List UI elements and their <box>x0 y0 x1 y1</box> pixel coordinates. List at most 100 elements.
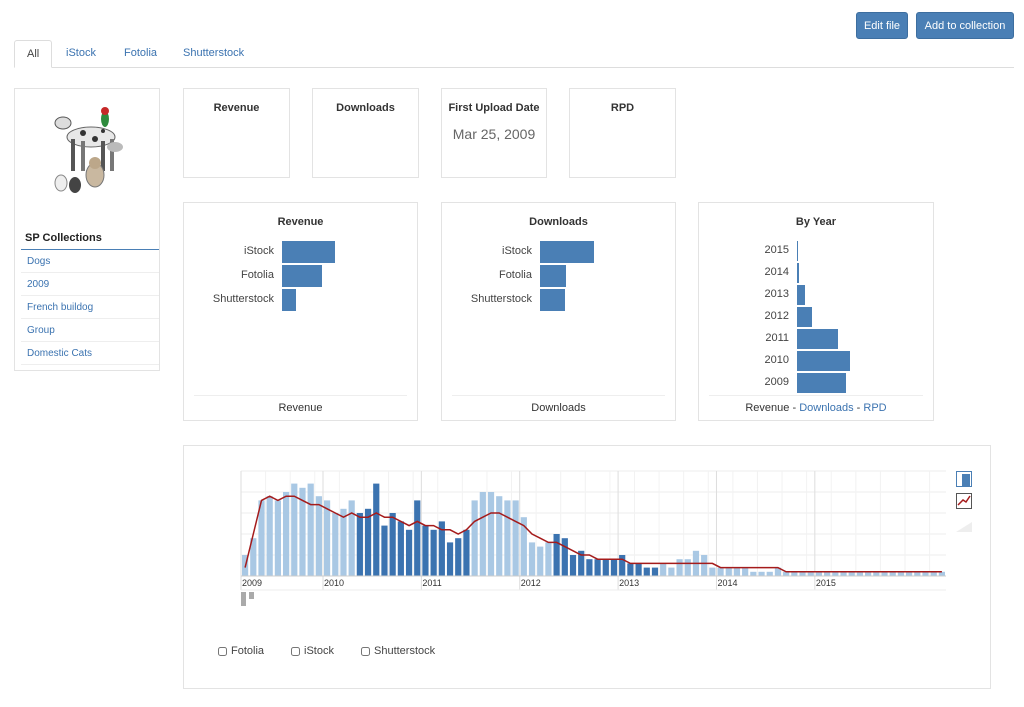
timeline-bar[interactable] <box>897 571 905 576</box>
timeline-bar[interactable] <box>569 555 577 576</box>
year-bar-2015[interactable] <box>797 241 798 261</box>
bar-chart-toggle-icon[interactable] <box>956 471 972 487</box>
timeline-bar[interactable] <box>701 555 708 576</box>
timeline-bar[interactable] <box>906 571 913 576</box>
tab-shutterstock[interactable]: Shutterstock <box>183 47 245 59</box>
timeline-bar[interactable] <box>258 500 265 576</box>
timeline-bar[interactable] <box>676 559 683 576</box>
year-bar-2011[interactable] <box>797 329 838 349</box>
timeline-bar[interactable] <box>537 546 544 576</box>
timeline-bar[interactable] <box>619 555 626 576</box>
timeline-bar[interactable] <box>783 571 790 576</box>
timeline-bar[interactable] <box>332 513 339 576</box>
timeline-bar[interactable] <box>438 521 445 576</box>
timeline-bar[interactable] <box>487 492 495 576</box>
timeline-bar[interactable] <box>479 492 486 576</box>
timeline-bar[interactable] <box>610 559 618 576</box>
timeline-bar[interactable] <box>717 567 724 576</box>
timeline-bar[interactable] <box>930 571 937 576</box>
timeline-bar[interactable] <box>266 496 273 576</box>
timeline-bar[interactable] <box>397 521 404 576</box>
filter-istock-checkbox[interactable]: iStock <box>291 645 334 657</box>
sidebar-item-dogs[interactable]: Dogs <box>21 250 159 273</box>
timeline-bar[interactable] <box>364 508 372 576</box>
timeline-bar[interactable] <box>742 567 749 576</box>
timeline-bar[interactable] <box>840 571 847 576</box>
timeline-bar[interactable] <box>405 529 413 576</box>
timeline-bar[interactable] <box>520 517 527 576</box>
downloads-bar-fotolia[interactable] <box>540 265 566 287</box>
timeline-bar[interactable] <box>635 563 642 576</box>
timeline-bar[interactable] <box>323 500 331 576</box>
timeline-bar[interactable] <box>914 571 921 576</box>
timeline-bar[interactable] <box>528 542 536 576</box>
timeline-bar[interactable] <box>725 567 732 576</box>
shutterstock-checkbox-input[interactable] <box>361 646 370 656</box>
timeline-bar[interactable] <box>889 571 896 576</box>
timeline-bar[interactable] <box>602 559 609 576</box>
year-bar-2013[interactable] <box>797 285 805 305</box>
timeline-bar[interactable] <box>758 571 765 576</box>
timeline-bar[interactable] <box>627 563 634 576</box>
downloads-bar-istock[interactable] <box>540 241 594 263</box>
timeline-bar[interactable] <box>684 559 691 576</box>
downloads-bar-shutterstock[interactable] <box>540 289 565 311</box>
timeline-bar[interactable] <box>938 571 945 576</box>
revenue-bar-fotolia[interactable] <box>282 265 322 287</box>
timeline-bar[interactable] <box>922 571 929 576</box>
timeline-bar[interactable] <box>643 567 650 576</box>
timeline-bar[interactable] <box>348 500 355 576</box>
timeline-bar[interactable] <box>545 542 552 576</box>
tab-istock[interactable]: iStock <box>66 47 96 59</box>
timeline-bar[interactable] <box>422 525 429 576</box>
footer-rpd-link[interactable]: RPD <box>863 402 887 414</box>
revenue-bar-shutterstock[interactable] <box>282 289 296 311</box>
range-slider-left-handle[interactable] <box>241 592 246 606</box>
timeline-bar[interactable] <box>340 508 347 576</box>
timeline-bar[interactable] <box>774 567 782 576</box>
timeline-bar[interactable] <box>356 513 363 576</box>
timeline-bar[interactable] <box>496 496 503 576</box>
timeline-bar[interactable] <box>791 571 798 576</box>
istock-checkbox-input[interactable] <box>291 646 300 656</box>
timeline-bar[interactable] <box>586 559 593 576</box>
timeline-bar[interactable] <box>250 538 257 576</box>
timeline-bar[interactable] <box>373 483 380 576</box>
timeline-bar[interactable] <box>807 571 814 576</box>
timeline-bar[interactable] <box>881 571 888 576</box>
timeline-bar[interactable] <box>865 571 872 576</box>
add-to-collection-button[interactable]: Add to collection <box>916 12 1014 39</box>
timeline-bar[interactable] <box>578 550 585 576</box>
filter-fotolia-checkbox[interactable]: Fotolia <box>218 645 264 657</box>
timeline-bar[interactable] <box>651 567 659 576</box>
timeline-chart[interactable]: 2009 2010 2011 2012 2013 2014 2015 <box>184 446 990 626</box>
sidebar-item-group[interactable]: Group <box>21 319 159 342</box>
tab-fotolia[interactable]: Fotolia <box>124 47 158 59</box>
timeline-bar[interactable] <box>561 538 568 576</box>
timeline-bar[interactable] <box>832 571 839 576</box>
timeline-bar[interactable] <box>512 500 519 576</box>
tab-all[interactable]: All <box>14 40 53 68</box>
timeline-bar[interactable] <box>299 487 306 576</box>
timeline-bar[interactable] <box>815 571 823 576</box>
timeline-bar[interactable] <box>766 571 773 576</box>
timeline-bar[interactable] <box>824 571 831 576</box>
filter-shutterstock-checkbox[interactable]: Shutterstock <box>361 645 435 657</box>
timeline-bar[interactable] <box>856 571 864 576</box>
timeline-bar[interactable] <box>594 559 601 576</box>
timeline-bar[interactable] <box>504 500 511 576</box>
timeline-bar[interactable] <box>733 567 741 576</box>
year-bar-2009[interactable] <box>797 373 846 393</box>
sidebar-item-french-buildog[interactable]: French buildog <box>21 296 159 319</box>
timeline-bar[interactable] <box>381 525 388 576</box>
range-slider-right-handle[interactable] <box>249 592 254 599</box>
timeline-bar[interactable] <box>873 571 880 576</box>
timeline-bar[interactable] <box>315 496 322 576</box>
year-bar-2014[interactable] <box>797 263 799 283</box>
timeline-bar[interactable] <box>660 563 667 576</box>
timeline-bar[interactable] <box>709 567 716 576</box>
timeline-bar[interactable] <box>430 529 437 576</box>
timeline-bar[interactable] <box>274 500 281 576</box>
file-thumbnail-image[interactable] <box>43 105 139 195</box>
timeline-bar[interactable] <box>414 500 421 576</box>
